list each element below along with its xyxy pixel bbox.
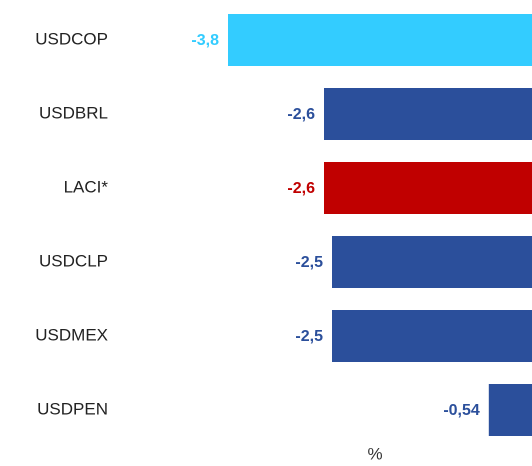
bar xyxy=(488,384,532,436)
bar xyxy=(228,14,532,66)
category-label: USDBRL xyxy=(39,103,108,122)
bar xyxy=(324,88,532,140)
value-label: -0,54 xyxy=(443,402,480,419)
value-label: -2,6 xyxy=(287,180,315,197)
bar xyxy=(332,236,532,288)
bar xyxy=(332,310,532,362)
category-label: USDPEN xyxy=(37,399,108,418)
value-label: -3,8 xyxy=(191,32,219,49)
value-label: -2,6 xyxy=(287,106,315,123)
category-label: USDCOP xyxy=(35,29,108,48)
value-label: -2,5 xyxy=(295,254,323,271)
bar xyxy=(324,162,532,214)
category-label: USDMEX xyxy=(35,325,108,344)
x-axis-label: % xyxy=(367,444,382,463)
category-label: LACI* xyxy=(64,177,109,196)
value-label: -2,5 xyxy=(295,328,323,345)
category-label: USDCLP xyxy=(39,251,108,270)
